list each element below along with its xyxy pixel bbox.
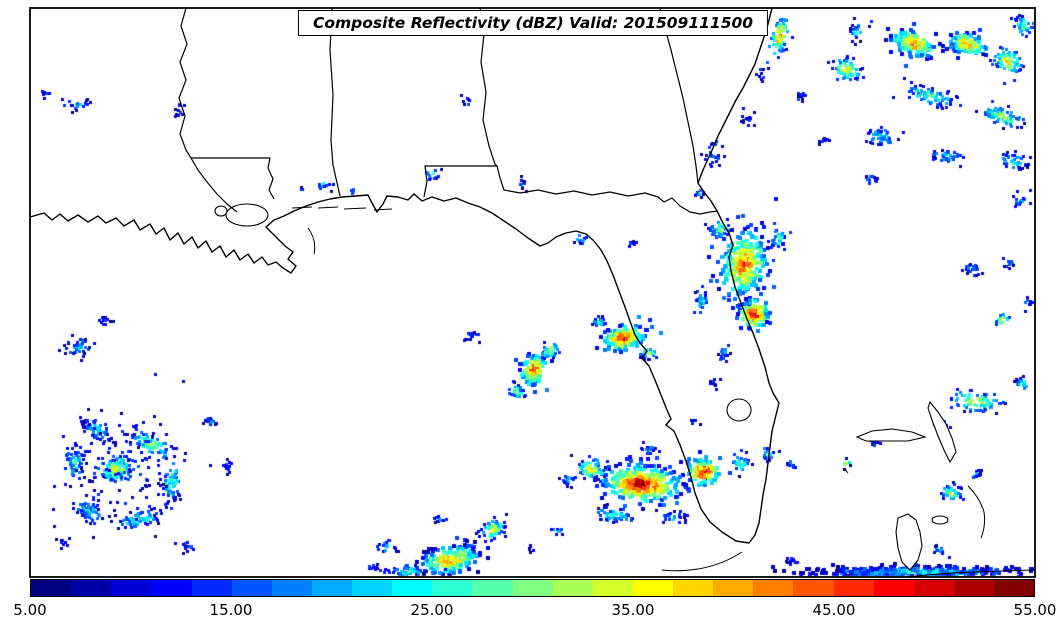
colorbar-segment xyxy=(31,580,72,596)
colorbar-segment xyxy=(833,580,874,596)
colorbar-segment xyxy=(913,580,954,596)
colorbar-tick-label: 55.00 xyxy=(1013,601,1057,619)
colorbar-tick-label: 35.00 xyxy=(611,601,655,619)
colorbar-segment xyxy=(432,580,473,596)
colorbar-segment xyxy=(271,580,312,596)
colorbar-tick-label: 25.00 xyxy=(410,601,454,619)
colorbar-segment xyxy=(352,580,393,596)
colorbar-segment xyxy=(994,580,1035,596)
colorbar-segment xyxy=(552,580,593,596)
colorbar-segment xyxy=(753,580,794,596)
colorbar-segment xyxy=(873,580,914,596)
colorbar-segment xyxy=(71,580,112,596)
colorbar-segment xyxy=(111,580,152,596)
colorbar-segment xyxy=(311,580,352,596)
colorbar-segment xyxy=(512,580,553,596)
colorbar-segment xyxy=(392,580,433,596)
map-title: Composite Reflectivity (dBZ) Valid: 2015… xyxy=(312,14,754,32)
map-title-box: Composite Reflectivity (dBZ) Valid: 2015… xyxy=(297,10,769,36)
colorbar-segment xyxy=(472,580,513,596)
colorbar-tick-label: 45.00 xyxy=(812,601,856,619)
colorbar-segment xyxy=(151,580,192,596)
colorbar-segment xyxy=(673,580,714,596)
colorbar-tick-label: 5.00 xyxy=(13,601,47,619)
colorbar-segment xyxy=(793,580,834,596)
colorbar-segment xyxy=(231,580,272,596)
colorbar-segment xyxy=(713,580,754,596)
colorbar-tick-labels: 5.00 15.00 25.00 35.00 45.00 55.00 xyxy=(0,601,1060,623)
colorbar-tick-label: 15.00 xyxy=(209,601,253,619)
colorbar-segment xyxy=(953,580,994,596)
colorbar-segment xyxy=(592,580,633,596)
colorbar-segment xyxy=(191,580,232,596)
colorbar xyxy=(30,579,1035,597)
colorbar-segment xyxy=(632,580,673,596)
